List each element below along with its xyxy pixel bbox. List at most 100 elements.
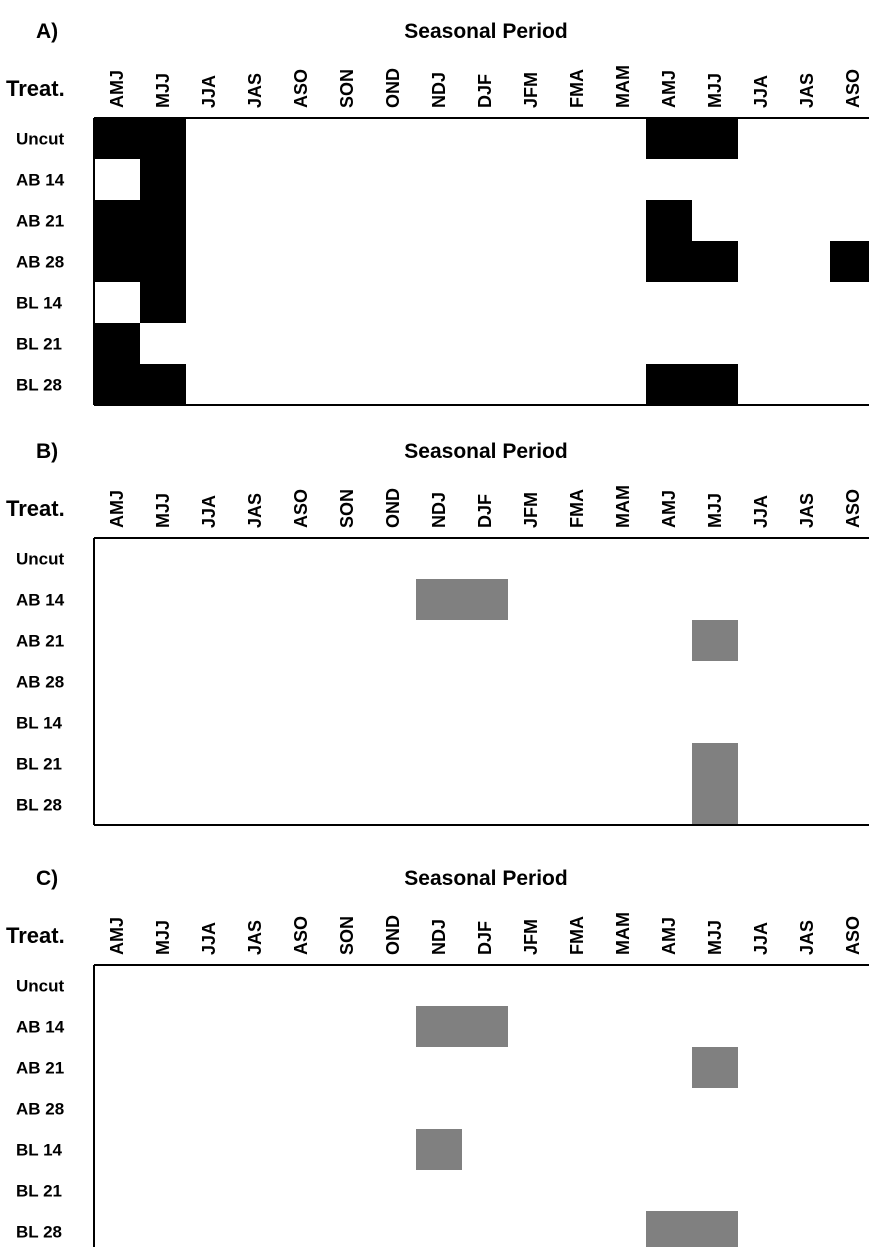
column-label: AMJ bbox=[107, 490, 127, 528]
row-label: BL 14 bbox=[16, 294, 63, 313]
column-label: DJF bbox=[475, 494, 495, 528]
filled-cell bbox=[692, 118, 738, 159]
period-title: Seasonal Period bbox=[404, 20, 567, 43]
column-label: OND bbox=[383, 68, 403, 108]
filled-cell bbox=[646, 200, 692, 241]
column-label: MJJ bbox=[705, 493, 725, 528]
row-label: AB 14 bbox=[16, 591, 65, 610]
row-label: AB 14 bbox=[16, 171, 65, 190]
filled-cell bbox=[94, 241, 140, 282]
column-label: DJF bbox=[475, 74, 495, 108]
column-label: MJJ bbox=[705, 73, 725, 108]
column-label: NDJ bbox=[429, 492, 449, 528]
filled-cell bbox=[462, 1006, 508, 1047]
row-label: Uncut bbox=[16, 130, 65, 149]
row-label: BL 14 bbox=[16, 714, 63, 733]
row-label: BL 21 bbox=[16, 755, 62, 774]
column-label: SON bbox=[337, 916, 357, 955]
column-label: FMA bbox=[567, 489, 587, 528]
row-label: BL 14 bbox=[16, 1141, 63, 1160]
column-label: NDJ bbox=[429, 919, 449, 955]
row-header: Treat. bbox=[6, 923, 65, 948]
column-label: AMJ bbox=[659, 70, 679, 108]
filled-cell bbox=[140, 159, 186, 200]
filled-cell bbox=[94, 323, 140, 364]
column-label: ASO bbox=[843, 489, 863, 528]
column-label: JAS bbox=[797, 920, 817, 955]
filled-cell bbox=[692, 743, 738, 784]
column-label: JJA bbox=[199, 495, 219, 528]
row-label: AB 21 bbox=[16, 212, 64, 231]
filled-cell bbox=[416, 579, 462, 620]
row-label: BL 28 bbox=[16, 376, 62, 395]
panel-label: B) bbox=[36, 440, 58, 463]
filled-cell bbox=[462, 579, 508, 620]
column-label: JFM bbox=[521, 492, 541, 528]
column-label: FMA bbox=[567, 916, 587, 955]
row-label: AB 21 bbox=[16, 632, 64, 651]
column-label: MAM bbox=[613, 912, 633, 955]
filled-cell bbox=[646, 118, 692, 159]
column-label: JAS bbox=[797, 493, 817, 528]
filled-cell bbox=[140, 118, 186, 159]
filled-cell bbox=[692, 364, 738, 405]
row-label: AB 28 bbox=[16, 673, 64, 692]
column-label: JJA bbox=[199, 922, 219, 955]
row-label: AB 21 bbox=[16, 1059, 64, 1078]
filled-cell bbox=[416, 1006, 462, 1047]
column-label: ASO bbox=[291, 69, 311, 108]
filled-cell bbox=[94, 200, 140, 241]
filled-cell bbox=[140, 200, 186, 241]
column-label: ASO bbox=[843, 69, 863, 108]
panel-2: B) Seasonal Period Treat. AMJ MJJ JJA JAS ASO SO… bbox=[6, 440, 869, 826]
row-label: Uncut bbox=[16, 550, 65, 569]
column-label: AMJ bbox=[107, 70, 127, 108]
row-label: BL 21 bbox=[16, 1182, 62, 1201]
filled-cell bbox=[692, 1211, 738, 1247]
column-label: AMJ bbox=[659, 490, 679, 528]
row-label: AB 14 bbox=[16, 1018, 65, 1037]
filled-cell bbox=[416, 1129, 462, 1170]
filled-cell bbox=[646, 241, 692, 282]
column-label: MAM bbox=[613, 65, 633, 108]
column-label: SON bbox=[337, 69, 357, 108]
row-header: Treat. bbox=[6, 496, 65, 521]
column-label: JAS bbox=[245, 920, 265, 955]
column-label: JAS bbox=[797, 73, 817, 108]
column-label: AMJ bbox=[659, 917, 679, 955]
column-label: SON bbox=[337, 489, 357, 528]
column-label: ASO bbox=[291, 916, 311, 955]
column-label: MJJ bbox=[153, 73, 173, 108]
row-label: BL 28 bbox=[16, 796, 62, 815]
filled-cell bbox=[830, 241, 869, 282]
row-header: Treat. bbox=[6, 76, 65, 101]
row-label: Uncut bbox=[16, 977, 65, 996]
panel-3: C) Seasonal Period Treat. AMJ MJJ JJA JAS ASO SO… bbox=[6, 867, 869, 1247]
column-label: JFM bbox=[521, 919, 541, 955]
row-label: BL 21 bbox=[16, 335, 62, 354]
column-label: ASO bbox=[843, 916, 863, 955]
column-label: JJA bbox=[199, 75, 219, 108]
filled-cell bbox=[94, 118, 140, 159]
panel-label: A) bbox=[36, 20, 58, 43]
column-label: JFM bbox=[521, 72, 541, 108]
column-label: JAS bbox=[245, 73, 265, 108]
filled-cell bbox=[140, 364, 186, 405]
column-label: MJJ bbox=[705, 920, 725, 955]
column-label: JJA bbox=[751, 75, 771, 108]
column-label: OND bbox=[383, 488, 403, 528]
column-label: JJA bbox=[751, 922, 771, 955]
column-label: NDJ bbox=[429, 72, 449, 108]
column-label: JJA bbox=[751, 495, 771, 528]
panel-label: C) bbox=[36, 867, 58, 890]
column-label: FMA bbox=[567, 69, 587, 108]
column-label: MJJ bbox=[153, 920, 173, 955]
column-label: JAS bbox=[245, 493, 265, 528]
column-label: AMJ bbox=[107, 917, 127, 955]
filled-cell bbox=[646, 364, 692, 405]
row-label: AB 28 bbox=[16, 1100, 64, 1119]
filled-cell bbox=[692, 784, 738, 825]
period-title: Seasonal Period bbox=[404, 440, 567, 463]
filled-cell bbox=[140, 282, 186, 323]
